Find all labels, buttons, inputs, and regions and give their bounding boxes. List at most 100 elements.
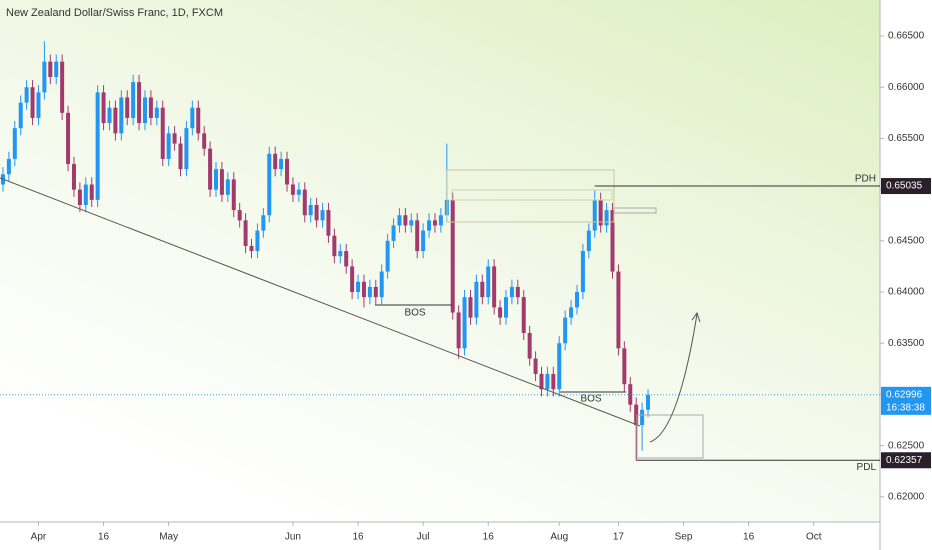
x-tick-label: 16 — [352, 532, 364, 543]
candle-body — [148, 97, 153, 118]
y-tick-label: 0.64500 — [888, 235, 925, 246]
candle-body — [545, 373, 550, 390]
candle-body — [202, 133, 207, 149]
candle-body — [480, 281, 485, 298]
zone-box — [451, 189, 613, 201]
candle-body — [308, 204, 313, 216]
candle-body — [77, 189, 82, 205]
candle-body — [89, 184, 94, 200]
y-tick-label: 0.64000 — [888, 287, 925, 298]
candle-body — [462, 297, 467, 349]
candle-body — [503, 297, 508, 318]
candle-body — [107, 107, 112, 124]
candle-body — [563, 317, 568, 344]
candle-body — [219, 169, 224, 195]
candle-body — [509, 286, 514, 298]
y-tick-label: 0.63500 — [888, 338, 925, 349]
candle-body — [137, 82, 142, 124]
candle-body — [60, 61, 65, 113]
candle-body — [285, 158, 290, 185]
last-price-label: 0.62996 — [886, 389, 923, 400]
candle-body — [367, 286, 372, 298]
level-tag — [881, 452, 931, 469]
x-tick-label: 17 — [613, 532, 625, 543]
candle-body — [350, 266, 355, 293]
bos-label: BOS — [404, 308, 425, 319]
candle-body — [83, 184, 88, 205]
y-tick-label: 0.66000 — [888, 82, 925, 93]
candle-body — [397, 215, 402, 226]
candle-body — [640, 409, 645, 426]
candle-body — [255, 230, 260, 252]
candle-body — [24, 87, 29, 103]
x-tick-label: Apr — [31, 532, 47, 543]
level-name: PDL — [857, 462, 877, 473]
candle-body — [646, 394, 651, 410]
candle-body — [338, 251, 343, 257]
candle-body — [610, 210, 615, 272]
candle-body — [314, 204, 319, 221]
candle-body — [71, 164, 76, 190]
candle-body — [225, 179, 230, 195]
zone-box — [446, 169, 615, 223]
candle-body — [521, 297, 526, 333]
candle-body — [42, 61, 47, 93]
candle-body — [172, 133, 177, 144]
candle-body — [6, 158, 11, 175]
candle-body — [356, 281, 361, 293]
candle-body — [332, 235, 337, 257]
bos-label: BOS — [580, 394, 601, 405]
candle-body — [391, 225, 396, 241]
x-tick-label: 16 — [743, 532, 755, 543]
candle-body — [231, 179, 236, 211]
candle-body — [427, 220, 432, 231]
candle-body — [592, 199, 597, 231]
candle-body — [267, 153, 272, 216]
candle-body — [438, 215, 443, 226]
candle-body — [18, 102, 23, 129]
candle-body — [486, 266, 491, 298]
candle-body — [415, 220, 420, 252]
candle-body — [622, 348, 627, 385]
candle-body — [142, 97, 147, 124]
candle-body — [515, 286, 520, 298]
candle-body — [385, 240, 390, 272]
candle-body — [166, 133, 171, 159]
arrow-head — [691, 311, 701, 323]
candle-body — [456, 312, 461, 349]
candle-body — [557, 343, 562, 390]
candle-body — [539, 373, 544, 390]
candle-body — [373, 286, 378, 298]
candle-body — [575, 292, 580, 308]
candle-body — [279, 158, 284, 170]
candle-body — [30, 87, 35, 118]
candle-body — [101, 92, 106, 124]
candle-body — [125, 97, 130, 118]
series — [0, 41, 651, 461]
candle-body — [261, 215, 266, 231]
x-tick-label: May — [159, 532, 178, 543]
candle-body — [580, 251, 585, 293]
countdown: 16:38:38 — [886, 402, 925, 413]
candle-body — [326, 210, 331, 236]
x-tick-label: Sep — [675, 532, 693, 543]
candle-body — [450, 199, 455, 313]
candle-body — [54, 61, 59, 77]
candle-body — [551, 373, 556, 390]
candle-body — [208, 148, 213, 190]
level-name: PDH — [855, 174, 876, 185]
candle-body — [533, 358, 538, 374]
x-tick-label: 16 — [98, 532, 110, 543]
candle-body — [249, 245, 254, 252]
candle-body — [320, 210, 325, 221]
candle-body — [344, 251, 349, 267]
candle-body — [379, 271, 384, 298]
candle-body — [403, 215, 408, 226]
candle-body — [12, 128, 17, 159]
x-tick-label: Aug — [550, 532, 568, 543]
level-tag-label: 0.62357 — [886, 455, 923, 466]
candle-body — [432, 220, 437, 226]
candle-body — [474, 281, 479, 318]
candle-body — [616, 271, 621, 349]
